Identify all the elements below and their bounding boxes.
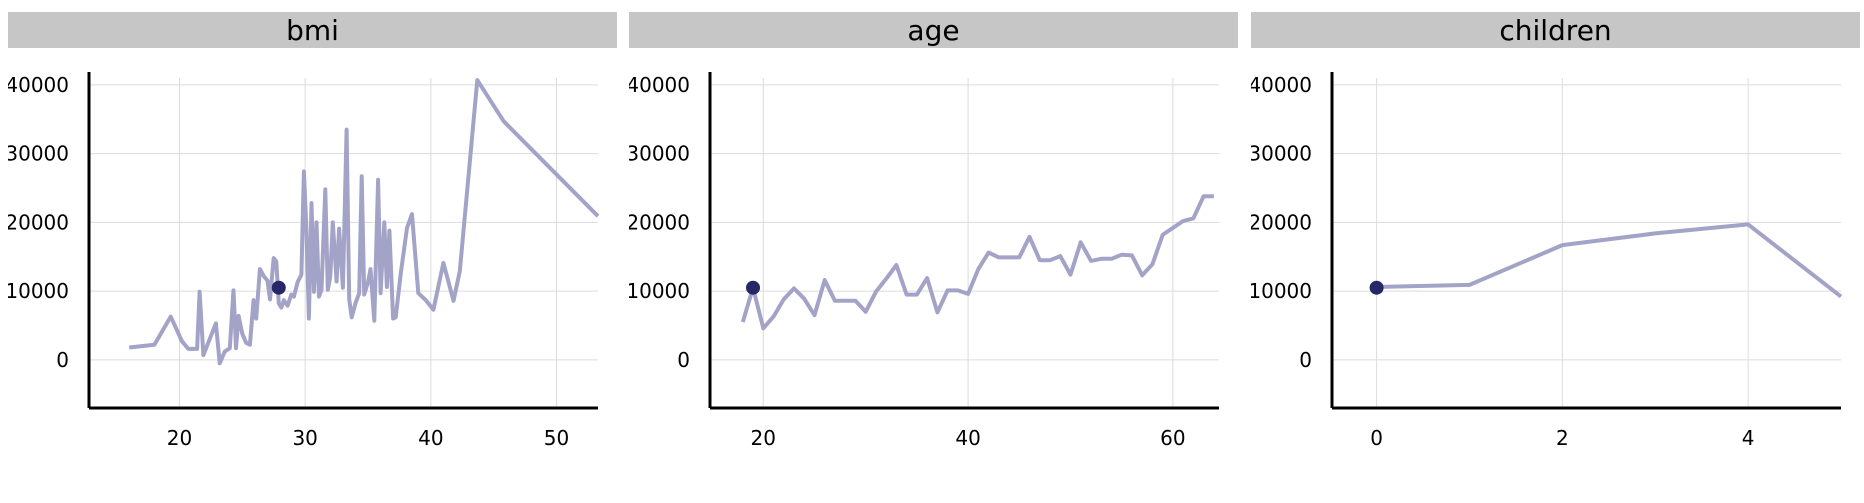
plot-area: 0 10000 20000 30000 40000 20 30 40 50	[5, 72, 600, 450]
panel-children: children 0 10000 20000 30000 40000 0 2 4	[1248, 12, 1860, 450]
x-tick-label: 4	[1742, 426, 1755, 450]
facet-strip	[1251, 12, 1860, 48]
panel-bmi: bmi 0 10000 20000 30000 40000 20 30 40 50	[5, 12, 617, 450]
facet-strip	[629, 12, 1238, 48]
plot-area: 0 10000 20000 30000 40000 20 40 60	[626, 72, 1219, 450]
x-tick-label: 50	[544, 426, 569, 450]
y-tick-label: 40000	[1248, 73, 1312, 97]
y-tick-label: 30000	[5, 142, 69, 166]
y-tick-label: 0	[1299, 348, 1312, 372]
dependence-line	[740, 194, 1214, 331]
current-value-point	[271, 280, 286, 295]
y-tick-label: 20000	[626, 210, 690, 234]
facet-title: age	[907, 14, 959, 47]
facet-strip	[8, 12, 617, 48]
plot-area: 0 10000 20000 30000 40000 0 2 4	[1248, 72, 1843, 450]
y-tick-label: 40000	[626, 73, 690, 97]
y-tick-label: 10000	[626, 279, 690, 303]
facet-title: children	[1499, 14, 1611, 47]
y-tick-label: 40000	[5, 73, 69, 97]
y-tick-label: 20000	[5, 210, 69, 234]
panel-age: age 0 10000 20000 30000 40000 20 40 60	[626, 12, 1238, 450]
x-tick-label: 20	[751, 426, 776, 450]
x-tick-label: 40	[955, 426, 980, 450]
y-tick-label: 30000	[1248, 142, 1312, 166]
dependence-line	[1376, 222, 1843, 299]
y-tick-label: 30000	[626, 142, 690, 166]
x-tick-label: 30	[292, 426, 317, 450]
current-value-point	[1369, 280, 1384, 295]
x-tick-label: 60	[1160, 426, 1185, 450]
x-tick-label: 40	[418, 426, 443, 450]
facet-title: bmi	[286, 14, 339, 47]
y-tick-label: 20000	[1248, 210, 1312, 234]
y-tick-label: 10000	[1248, 279, 1312, 303]
dependence-line	[128, 78, 600, 366]
y-tick-label: 10000	[5, 279, 69, 303]
x-tick-label: 0	[1370, 426, 1383, 450]
x-tick-label: 2	[1556, 426, 1569, 450]
y-tick-label: 0	[56, 348, 69, 372]
x-tick-label: 20	[167, 426, 192, 450]
y-tick-label: 0	[677, 348, 690, 372]
current-value-point	[746, 280, 761, 295]
